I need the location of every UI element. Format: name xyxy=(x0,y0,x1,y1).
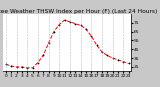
Title: Milwaukee Weather THSW Index per Hour (F) (Last 24 Hours): Milwaukee Weather THSW Index per Hour (F… xyxy=(0,9,157,14)
